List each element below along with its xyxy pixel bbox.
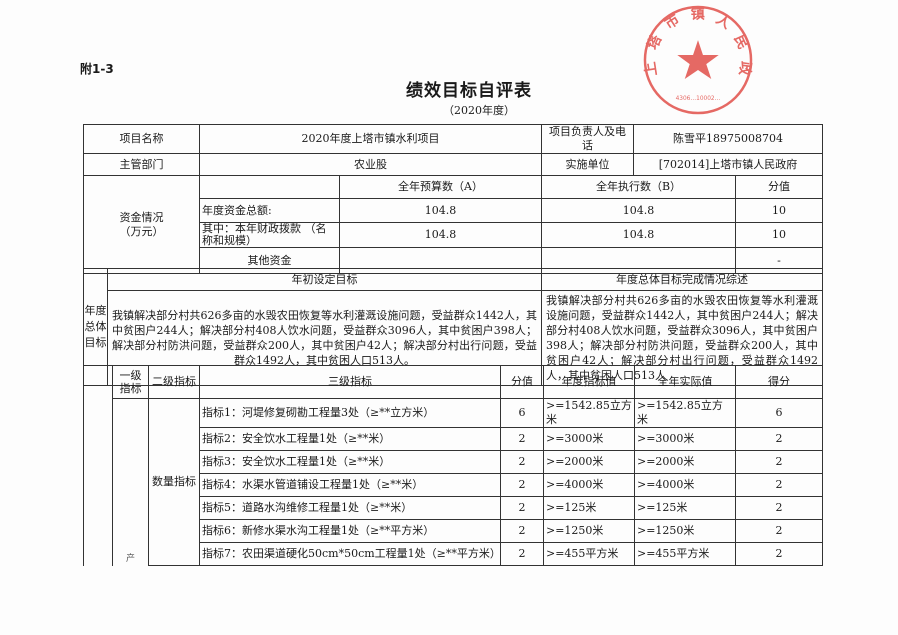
- indicator-target: >=1542.85立方米: [543, 398, 635, 428]
- indicator-actual: >=1250米: [634, 519, 736, 543]
- indicator-got: 2: [735, 427, 823, 451]
- dept-label: 主管部门: [83, 153, 200, 176]
- indicator-actual: >=2000米: [634, 450, 736, 474]
- target-header: 年度指标值: [543, 365, 635, 399]
- initial-goal-header: 年初设定目标: [107, 268, 542, 291]
- funds-row-actual: 104.8: [541, 222, 736, 248]
- funds-row-actual: 104.8: [541, 198, 736, 223]
- indicator-name: 指标2：安全饮水工程量1处（≥**米）: [199, 427, 501, 451]
- indicators-side-blank: [83, 365, 113, 566]
- unit-value: [702014]上塔市镇人民政府: [632, 153, 824, 176]
- indicator-score: 2: [500, 496, 544, 520]
- level1-fragment: 产: [125, 553, 135, 564]
- actual-header: 全年执行数（B）: [541, 175, 736, 199]
- funds-row-score: 10: [734, 222, 824, 248]
- funds-row-name: 年度资金总额:: [199, 198, 340, 223]
- indicator-name: 指标1：河堤修复砌勘工程量3处（≥**立方米）: [199, 398, 501, 428]
- funds-label: 资金情况 （万元）: [83, 175, 200, 274]
- indicator-target: >=2000米: [543, 450, 635, 474]
- indicator-row: 指标6：新修水渠水沟工程量1处（≥**平方米） 2 >=1250米 >=1250…: [84, 519, 823, 543]
- indicator-got: 2: [735, 473, 823, 497]
- basic-info-table: 项目名称 2020年度上塔市镇水利项目 项目负责人及电话 陈雪平18975008…: [83, 124, 824, 274]
- funds-label-line2: （万元）: [119, 224, 164, 238]
- indicator-got: 2: [735, 496, 823, 520]
- level3-header: 三级指标: [199, 365, 501, 399]
- indicator-name: 指标3：安全饮水工程量1处（≥**米）: [199, 450, 501, 474]
- budget-header: 全年预算数（A）: [339, 175, 542, 199]
- indicator-score: 2: [500, 427, 544, 451]
- actual-header: 全年实际值: [634, 365, 736, 399]
- indicator-target: >=1250米: [543, 519, 635, 543]
- indicator-score: 2: [500, 473, 544, 497]
- indicator-target: >=3000米: [543, 427, 635, 451]
- indicator-actual: >=3000米: [634, 427, 736, 451]
- level2-header: 二级指标: [148, 365, 200, 399]
- dept-value: 农业股: [199, 153, 542, 176]
- attachment-label: 附1-3: [80, 62, 114, 76]
- funds-row-name: 其中：本年财政拨款 （名称和规模）: [199, 222, 340, 248]
- indicator-score: 2: [500, 450, 544, 474]
- funds-row-score: 10: [734, 198, 824, 223]
- funds-row: 其中：本年财政拨款 （名称和规模） 104.8 104.8 10: [84, 222, 824, 248]
- level1-header: 一级指标: [112, 365, 149, 399]
- indicator-got: 2: [735, 450, 823, 474]
- got-header: 得分: [735, 365, 823, 399]
- indicator-got: 2: [735, 542, 823, 566]
- indicators-table: 一级指标 二级指标 三级指标 分值 年度指标值 全年实际值 得分 产 数量指标 …: [83, 365, 823, 566]
- seal-text: 上塔市镇人民政府: [640, 2, 755, 78]
- unit-label: 实施单位: [541, 153, 634, 176]
- indicator-name: 指标5：道路水沟维修工程量1处（≥**米）: [199, 496, 501, 520]
- page-subtitle: （2020年度）: [443, 104, 515, 117]
- indicator-row: 指标3：安全饮水工程量1处（≥**米） 2 >=2000米 >=2000米 2: [84, 450, 823, 474]
- manager-value: 陈雪平18975008704: [632, 124, 824, 154]
- indicator-actual: >=1542.85立方米: [634, 398, 736, 428]
- seal-star-icon: [677, 40, 719, 80]
- project-name: 2020年度上塔市镇水利项目: [199, 124, 542, 154]
- score-header: 分值: [500, 365, 544, 399]
- level2-cell: 数量指标: [148, 398, 200, 566]
- indicator-actual: >=125米: [634, 496, 736, 520]
- indicator-score: 2: [500, 519, 544, 543]
- funds-row-budget: 104.8: [339, 198, 542, 223]
- manager-label: 项目负责人及电话: [541, 124, 634, 154]
- indicator-name: 指标4：水渠水管道铺设工程量1处（≥**米）: [199, 473, 501, 497]
- funds-row: 年度资金总额: 104.8 104.8 10: [84, 198, 824, 223]
- indicator-row: 指标5：道路水沟维修工程量1处（≥**米） 2 >=125米 >=125米 2: [84, 496, 823, 520]
- score-header: 分值: [734, 175, 824, 199]
- project-name-label: 项目名称: [83, 124, 200, 154]
- indicator-target: >=4000米: [543, 473, 635, 497]
- indicator-score: 6: [500, 398, 544, 428]
- page-title: 绩效目标自评表: [406, 81, 532, 101]
- summary-header: 年度总体目标完成情况综述: [541, 268, 823, 291]
- level1-cell: 产: [112, 398, 149, 566]
- indicator-actual: >=455平方米: [634, 542, 736, 566]
- indicator-got: 2: [735, 519, 823, 543]
- indicator-row: 指标7：农田渠道硬化50cm*50cm工程量1处（≥**平方米） 2 >=455…: [84, 542, 823, 566]
- indicator-name: 指标6：新修水渠水沟工程量1处（≥**平方米）: [199, 519, 501, 543]
- funds-row-budget: 104.8: [339, 222, 542, 248]
- indicator-target: >=455平方米: [543, 542, 635, 566]
- indicator-score: 2: [500, 542, 544, 566]
- indicator-row: 产 数量指标 指标1：河堤修复砌勘工程量3处（≥**立方米） 6 >=1542.…: [84, 398, 823, 566]
- funds-blank-header: [199, 175, 340, 199]
- indicator-name: 指标7：农田渠道硬化50cm*50cm工程量1处（≥**平方米）: [199, 542, 501, 566]
- indicator-target: >=125米: [543, 496, 635, 520]
- indicator-actual: >=4000米: [634, 473, 736, 497]
- funds-label-line1: 资金情况: [119, 210, 164, 224]
- indicator-got: 6: [735, 398, 823, 428]
